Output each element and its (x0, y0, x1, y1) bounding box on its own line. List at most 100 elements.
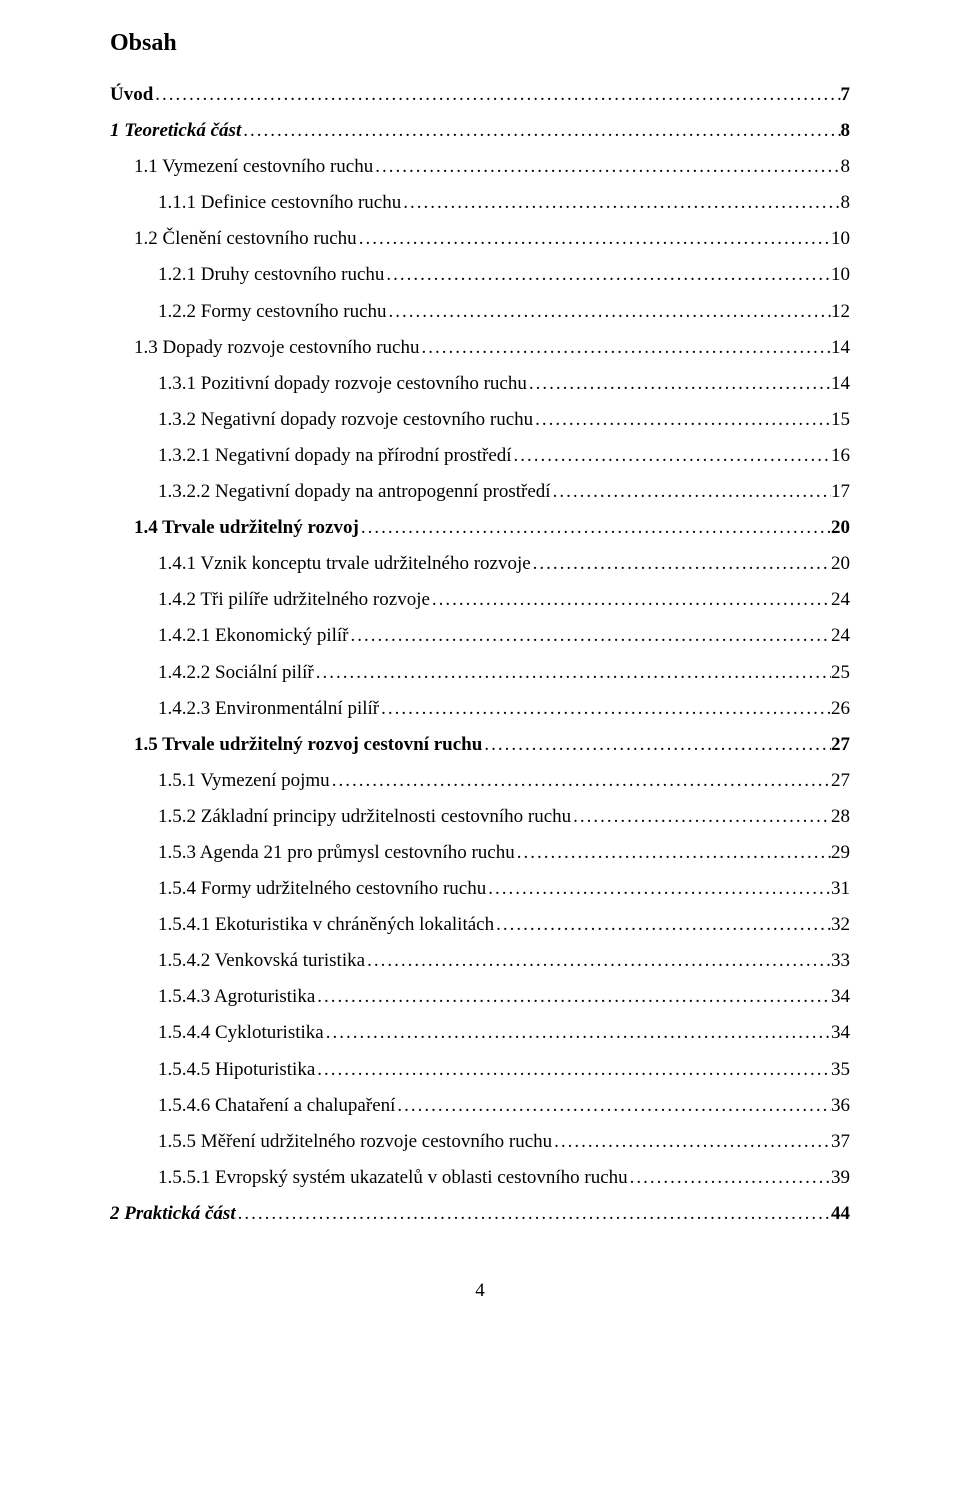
toc-entry: 1.2 Členění cestovního ruchu 10 (110, 221, 850, 257)
toc-leader-dots (551, 474, 831, 510)
toc-entry: 1.4.2 Tři pilíře udržitelného rozvoje24 (110, 582, 850, 618)
toc-entry-page: 8 (841, 185, 851, 221)
toc-entry: 1.5.2 Základní principy udržitelnosti ce… (110, 799, 850, 835)
toc-entry-label: 1.4.2.3 Environmentální pilíř (158, 691, 379, 727)
toc-leader-dots (359, 510, 831, 546)
toc-entry: 1.2.2 Formy cestovního ruchu 12 (110, 294, 850, 330)
toc-entry: 1.5.4.5 Hipoturistika 35 (110, 1052, 850, 1088)
toc-entry-page: 34 (831, 979, 850, 1015)
toc-leader-dots (533, 402, 831, 438)
page-title: Obsah (110, 30, 850, 57)
toc-entry: 1.5.4.1 Ekoturistika v chráněných lokali… (110, 907, 850, 943)
toc-leader-dots (153, 77, 840, 113)
toc-leader-dots (628, 1160, 831, 1196)
toc-entry-label: 1.2.1 Druhy cestovního ruchu (158, 257, 384, 293)
toc-entry-label: 1.5.4.2 Venkovská turistika (158, 943, 365, 979)
toc-entry: 1.1.1 Definice cestovního ruchu8 (110, 185, 850, 221)
toc-leader-dots (387, 294, 831, 330)
toc-entry-page: 33 (831, 943, 850, 979)
toc-leader-dots (314, 655, 831, 691)
toc-entry-label: 1.3.2.1 Negativní dopady na přírodní pro… (158, 438, 512, 474)
toc-entry-page: 15 (831, 402, 850, 438)
toc-entry-page: 36 (831, 1088, 850, 1124)
toc-entry: Úvod 7 (110, 77, 850, 113)
toc-leader-dots (494, 907, 831, 943)
toc-entry-page: 20 (831, 510, 850, 546)
toc-entry-label: 1.4.2.1 Ekonomický pilíř (158, 618, 349, 654)
toc-leader-dots (486, 871, 831, 907)
toc-entry-page: 26 (831, 691, 850, 727)
toc-entry: 1.4.2.1 Ekonomický pilíř24 (110, 618, 850, 654)
toc-entry-label: 1.5 Trvale udržitelný rozvoj cestovní ru… (134, 727, 482, 763)
toc-entry-page: 32 (831, 907, 850, 943)
toc-entry-page: 12 (831, 294, 850, 330)
toc-leader-dots (330, 763, 831, 799)
toc-entry: 1.5.4 Formy udržitelného cestovního ruch… (110, 871, 850, 907)
toc-entry-label: 1.5.2 Základní principy udržitelnosti ce… (158, 799, 571, 835)
toc-leader-dots (365, 943, 831, 979)
toc-entry: 1.3.1 Pozitivní dopady rozvoje cestovníh… (110, 366, 850, 402)
toc-leader-dots (571, 799, 831, 835)
toc-entry-page: 31 (831, 871, 850, 907)
toc-leader-dots (315, 1052, 831, 1088)
toc-leader-dots (236, 1196, 831, 1232)
toc-leader-dots (324, 1015, 831, 1051)
page-footer-number: 4 (110, 1280, 850, 1302)
toc-entry-label: 1.4.2 Tři pilíře udržitelného rozvoje (158, 582, 430, 618)
toc-entry-label: 1.5.3 Agenda 21 pro průmysl cestovního r… (158, 835, 515, 871)
toc-entry-label: 1.4.1 Vznik konceptu trvale udržitelného… (158, 546, 531, 582)
toc-entry-page: 44 (831, 1196, 850, 1232)
toc-entry-label: 1.2 Členění cestovního ruchu (134, 221, 357, 257)
toc-entry-label: 1.3.2 Negativní dopady rozvoje cestovníh… (158, 402, 533, 438)
toc-entry-page: 7 (841, 77, 851, 113)
toc-entry-label: 1.5.4.1 Ekoturistika v chráněných lokali… (158, 907, 494, 943)
toc-leader-dots (241, 113, 840, 149)
toc-entry: 1.5 Trvale udržitelný rozvoj cestovní ru… (110, 727, 850, 763)
toc-entry-label: 1.5.4.5 Hipoturistika (158, 1052, 315, 1088)
toc-entry-label: 1.2.2 Formy cestovního ruchu (158, 294, 387, 330)
toc-entry-label: 1.5.4.6 Chataření a chalupaření (158, 1088, 395, 1124)
toc-entry-page: 29 (831, 835, 850, 871)
toc-entry-label: 1.4.2.2 Sociální pilíř (158, 655, 314, 691)
toc-entry-label: 1.5.1 Vymezení pojmu (158, 763, 330, 799)
table-of-contents: Úvod71 Teoretická část81.1 Vymezení cest… (110, 77, 850, 1232)
toc-leader-dots (349, 618, 831, 654)
toc-entry: 1.4.2.3 Environmentální pilíř 26 (110, 691, 850, 727)
toc-entry: 1.4 Trvale udržitelný rozvoj20 (110, 510, 850, 546)
toc-entry: 1.5.5.1 Evropský systém ukazatelů v obla… (110, 1160, 850, 1196)
toc-entry-label: 1.3.1 Pozitivní dopady rozvoje cestovníh… (158, 366, 527, 402)
toc-entry-label: 1.5.4.4 Cykloturistika (158, 1015, 324, 1051)
toc-entry-label: 2 Praktická část (110, 1196, 236, 1232)
toc-entry: 1.5.4.2 Venkovská turistika 33 (110, 943, 850, 979)
toc-entry-page: 27 (831, 763, 850, 799)
toc-entry-label: Úvod (110, 77, 153, 113)
toc-entry-page: 10 (831, 257, 850, 293)
toc-entry: 1.5.3 Agenda 21 pro průmysl cestovního r… (110, 835, 850, 871)
toc-leader-dots (531, 546, 831, 582)
toc-leader-dots (419, 330, 831, 366)
toc-entry-page: 10 (831, 221, 850, 257)
toc-leader-dots (482, 727, 831, 763)
toc-entry: 1.5.5 Měření udržitelného rozvoje cestov… (110, 1124, 850, 1160)
toc-entry-page: 37 (831, 1124, 850, 1160)
toc-leader-dots (552, 1124, 831, 1160)
toc-leader-dots (395, 1088, 831, 1124)
toc-leader-dots (527, 366, 831, 402)
toc-entry-label: 1.3 Dopady rozvoje cestovního ruchu (134, 330, 419, 366)
toc-entry-page: 28 (831, 799, 850, 835)
toc-entry: 1.5.1 Vymezení pojmu 27 (110, 763, 850, 799)
toc-leader-dots (384, 257, 831, 293)
toc-entry: 1.3.2.1 Negativní dopady na přírodní pro… (110, 438, 850, 474)
toc-entry-page: 20 (831, 546, 850, 582)
toc-entry-label: 1.5.5 Měření udržitelného rozvoje cestov… (158, 1124, 552, 1160)
toc-leader-dots (430, 582, 831, 618)
toc-entry-label: 1.3.2.2 Negativní dopady na antropogenní… (158, 474, 551, 510)
toc-entry: 1.5.4.3 Agroturistika34 (110, 979, 850, 1015)
toc-entry-page: 35 (831, 1052, 850, 1088)
toc-entry-page: 17 (831, 474, 850, 510)
toc-leader-dots (515, 835, 831, 871)
toc-entry-page: 8 (841, 113, 851, 149)
toc-entry: 1.1 Vymezení cestovního ruchu8 (110, 149, 850, 185)
toc-entry: 1.5.4.6 Chataření a chalupaření 36 (110, 1088, 850, 1124)
toc-entry: 1.4.1 Vznik konceptu trvale udržitelného… (110, 546, 850, 582)
